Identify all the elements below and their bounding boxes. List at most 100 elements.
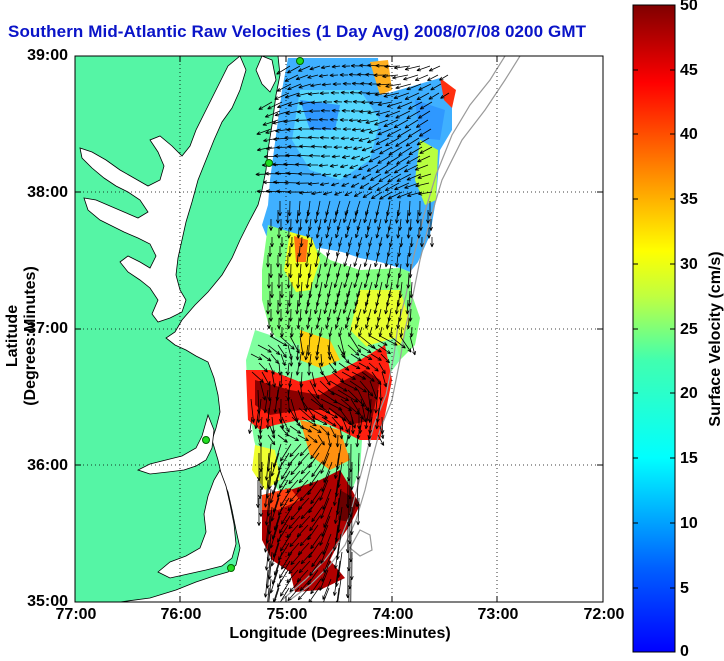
velocity-arrow <box>393 92 410 99</box>
velocity-arrow <box>319 569 329 591</box>
velocity-arrow <box>299 236 304 248</box>
velocity-arrow <box>295 74 309 81</box>
velocity-arrow <box>406 227 411 239</box>
velocity-arrow <box>341 108 351 113</box>
velocity-arrow <box>309 515 321 532</box>
velocity-arrow <box>277 434 288 443</box>
velocity-arrow <box>287 190 303 194</box>
velocity-arrow <box>320 542 330 564</box>
velocity-arrow <box>279 218 283 231</box>
velocity-arrow <box>367 398 372 423</box>
albemarle-sound <box>136 413 215 475</box>
velocity-arrow <box>386 101 403 108</box>
velocity-arrow <box>419 146 433 154</box>
velocity-arrow <box>358 362 371 370</box>
velocity-arrow <box>278 407 285 429</box>
velocity-arrow <box>340 90 350 95</box>
velocity-arrow <box>308 91 320 96</box>
velocity-arrow <box>363 209 369 224</box>
velocity-arrow <box>416 65 431 72</box>
velocity-arrow <box>365 119 379 125</box>
velocity-arrow <box>279 578 292 597</box>
velocity-arrow <box>279 308 283 322</box>
velocity-arrow <box>415 119 429 128</box>
velocity-arrow <box>365 317 370 329</box>
velocity-arrow <box>314 299 319 315</box>
velocity-arrow <box>430 83 442 91</box>
velocity-arrow <box>338 407 352 426</box>
velocity-arrow <box>341 371 356 380</box>
velocity-arrow <box>409 236 414 248</box>
velocity-arrow <box>349 380 367 393</box>
velocity-arrow <box>288 560 301 575</box>
velocity-arrow <box>330 90 340 95</box>
velocity-field <box>246 58 456 592</box>
velocity-arrow <box>298 560 311 574</box>
velocity-arrow <box>357 389 369 412</box>
velocity-arrow <box>296 92 310 97</box>
velocity-arrow <box>287 434 299 442</box>
velocity-arrow <box>408 218 413 231</box>
velocity-arrow <box>359 109 371 114</box>
velocity-arrow <box>299 190 313 195</box>
velocity-arrow <box>352 299 359 314</box>
velocity-arrow <box>288 470 301 485</box>
velocity-arrow <box>387 173 402 183</box>
velocity-arrow <box>428 200 432 217</box>
velocity-arrow <box>277 362 282 376</box>
velocity-arrow <box>287 83 302 91</box>
velocity-arrow <box>408 101 423 110</box>
velocity-arrow <box>310 144 323 149</box>
velocity-arrow <box>385 272 390 289</box>
velocity-arrow <box>309 470 321 487</box>
velocity-arrow <box>299 578 312 592</box>
velocity-arrow <box>299 425 313 433</box>
velocity-arrow <box>285 254 290 268</box>
colorbar-tick-label: 35 <box>680 191 698 208</box>
velocity-arrow <box>374 119 389 126</box>
velocity-arrow <box>265 407 270 430</box>
velocity-arrow <box>380 353 390 364</box>
velocity-arrow <box>286 227 291 239</box>
velocity-arrow <box>295 162 309 167</box>
velocity-arrow <box>265 189 283 194</box>
velocity-arrow <box>300 551 313 565</box>
velocity-arrow <box>363 254 369 267</box>
velocity-arrow <box>267 380 272 402</box>
velocity-arrow <box>333 145 343 150</box>
velocity-arrow <box>335 227 340 239</box>
x-axis-label: Longitude (Degrees:Minutes) <box>229 625 451 642</box>
velocity-arrow <box>353 254 359 267</box>
velocity-arrow <box>321 172 332 177</box>
velocity-arrow <box>285 153 301 158</box>
velocity-arrow <box>388 146 403 156</box>
colorbar-tick-label: 50 <box>680 0 698 14</box>
velocity-arrow <box>416 227 421 239</box>
velocity-arrow <box>274 587 280 602</box>
velocity-arrow <box>289 578 302 593</box>
velocity-arrow <box>297 434 309 442</box>
velocity-arrow <box>309 380 320 400</box>
velocity-arrow <box>311 191 323 196</box>
colorbar-tick-label: 40 <box>680 126 698 143</box>
x-tick-label: 73:00 <box>477 606 519 623</box>
velocity-arrow <box>342 81 352 86</box>
velocity-arrow <box>318 407 339 419</box>
velocity-arrow <box>394 182 410 191</box>
velocity-arrow <box>343 272 350 288</box>
velocity-arrow <box>419 236 424 248</box>
velocity-arrow <box>343 99 353 104</box>
velocity-arrow <box>320 154 331 159</box>
velocity-arrow <box>289 236 294 248</box>
velocity-arrow <box>315 227 320 239</box>
velocity-arrow <box>280 326 284 338</box>
velocity-arrow <box>359 182 370 189</box>
velocity-arrow <box>259 488 263 517</box>
velocity-arrow <box>298 407 316 423</box>
velocity-arrow <box>309 126 322 131</box>
velocity-arrow <box>266 299 270 315</box>
velocity-arrow <box>270 326 274 338</box>
velocity-arrow <box>263 569 269 598</box>
velocity-arrow <box>311 506 323 523</box>
velocity-arrow <box>319 524 329 546</box>
